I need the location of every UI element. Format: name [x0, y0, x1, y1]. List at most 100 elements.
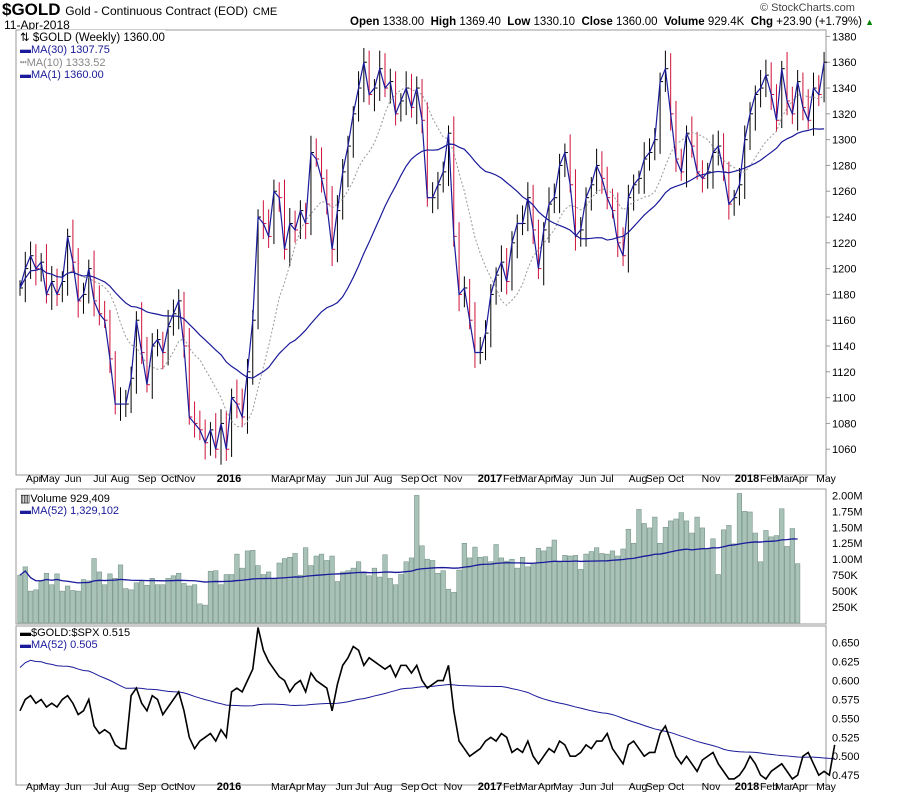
volume-bar [631, 542, 637, 624]
volume-bar [551, 539, 557, 624]
x-axis-label: Apr [26, 473, 43, 485]
open-label: Open [350, 16, 380, 28]
x-axis-label: Jul [93, 473, 106, 485]
volume-bar [705, 548, 711, 624]
volume-bar [229, 574, 235, 624]
price-axis-label: 1360 [832, 57, 856, 69]
volume-bar [689, 532, 695, 624]
volume-bar [488, 561, 494, 624]
ma1-legend: ▬MA(1) 1360.00 [20, 69, 104, 81]
ratio-ma-legend: ▬MA(52) 0.505 [20, 639, 98, 651]
volume-bar [726, 525, 732, 624]
volume-bar [176, 572, 182, 624]
volume-bar [615, 555, 621, 624]
x-axis-label: Oct [161, 473, 177, 485]
volume-bar [244, 550, 251, 624]
volume-bar [80, 579, 87, 624]
volume-bar [456, 569, 462, 624]
volume-bar [498, 557, 504, 624]
volume-bar [789, 528, 795, 624]
volume-bar [662, 527, 668, 624]
x-axis-label: Apr [289, 473, 306, 485]
x-axis-label: Feb [760, 781, 778, 793]
volume-bar [430, 560, 436, 624]
price-axis-label: 1160 [832, 315, 856, 327]
x-axis-label: Jun [580, 781, 597, 793]
x-axis-label: Aug [629, 473, 648, 485]
volume-bar [292, 553, 298, 624]
volume-label: Volume [663, 16, 705, 28]
volume-bar [752, 532, 758, 624]
price-axis-label: 1280 [832, 160, 856, 172]
volume-bar [165, 578, 171, 624]
price-axis-label: 1240 [832, 212, 856, 224]
volume-bar [287, 557, 293, 624]
x-axis-label: Aug [374, 781, 393, 793]
x-axis-label: 2017 [478, 473, 502, 485]
volume-bar [398, 574, 404, 624]
volume-bar [440, 570, 446, 624]
price-axis-label: 1200 [832, 264, 856, 276]
price-axis-label: 1180 [832, 289, 856, 301]
panel-frame [15, 29, 827, 476]
ma10-legend-text: MA(10) 1333.52 [26, 57, 106, 69]
ratio-legend-text: $GOLD:$SPX 0.515 [31, 627, 131, 639]
x-axis-label: Nov [444, 781, 463, 793]
price-axis-label: 1140 [832, 341, 856, 353]
volume-bar [139, 581, 145, 624]
volume-bar [361, 571, 367, 624]
volume-ma-legend-text: MA(52) 1,329,102 [31, 505, 120, 517]
ma1-line [19, 62, 825, 450]
instrument-name: Gold - Continuous Contract (EOD) [65, 4, 249, 18]
x-axis-label: Oct [161, 781, 177, 793]
volume-bar [504, 560, 510, 624]
volume-bar [170, 575, 176, 624]
ratio-axis-label: 0.550 [832, 713, 860, 725]
low-value: 1330.10 [533, 16, 576, 28]
volume-value: 929.4K [707, 16, 745, 28]
volume-bar [535, 548, 541, 624]
volume-bar [763, 530, 769, 624]
price-legend-main: ⇅ $GOLD (Weekly) 1360.00 [20, 32, 165, 44]
ma10-line [19, 86, 825, 428]
x-axis-label: Feb [503, 781, 521, 793]
ratio-axis-label: 0.625 [832, 657, 860, 669]
close-value: 1360.00 [616, 16, 658, 28]
x-axis-label: Jul [600, 473, 613, 485]
price-axis-label: 1100 [832, 393, 856, 405]
volume-bar [271, 578, 277, 624]
panel-frame [15, 625, 827, 786]
ma30-legend-text: MA(30) 1307.75 [31, 44, 110, 56]
volume-bar [567, 555, 573, 624]
volume-bar [393, 584, 399, 624]
volume-bar [599, 553, 605, 624]
volume-bar [281, 558, 288, 624]
volume-bar [636, 509, 642, 624]
volume-bar [250, 550, 256, 624]
x-axis-label: Mar [519, 473, 538, 485]
volume-bar [520, 557, 526, 624]
x-axis-label: Oct [421, 473, 437, 485]
price-axis-label: 1060 [832, 444, 856, 456]
x-axis-label: Sep [401, 781, 420, 793]
panel-frame [15, 488, 827, 625]
ratio-legend: ▬$GOLD:$SPX 0.515 ▬MA(52) 0.505 [20, 627, 130, 651]
x-axis-label: Apr [792, 473, 809, 485]
chg-label: Chg [750, 16, 774, 28]
ratio-axis-label: 0.575 [832, 694, 860, 706]
volume-bar [276, 562, 282, 624]
volume-legend: ▥Volume 929,409 ▬MA(52) 1,329,102 [20, 492, 119, 517]
volume-bar [742, 511, 748, 624]
volume-bar [530, 562, 536, 624]
volume-bar [107, 573, 113, 624]
volume-bar [213, 570, 219, 624]
volume-bar [641, 523, 647, 624]
price-axis-label: 1220 [832, 238, 856, 250]
volume-bar [324, 560, 330, 624]
volume-bar [451, 592, 457, 624]
volume-axis-label: 2.00M [832, 490, 863, 502]
x-axis-label: May [553, 781, 574, 793]
volume-bar [149, 578, 155, 624]
ratio-ma-legend-text: MA(52) 0.505 [31, 639, 98, 651]
volume-bar [578, 569, 584, 624]
